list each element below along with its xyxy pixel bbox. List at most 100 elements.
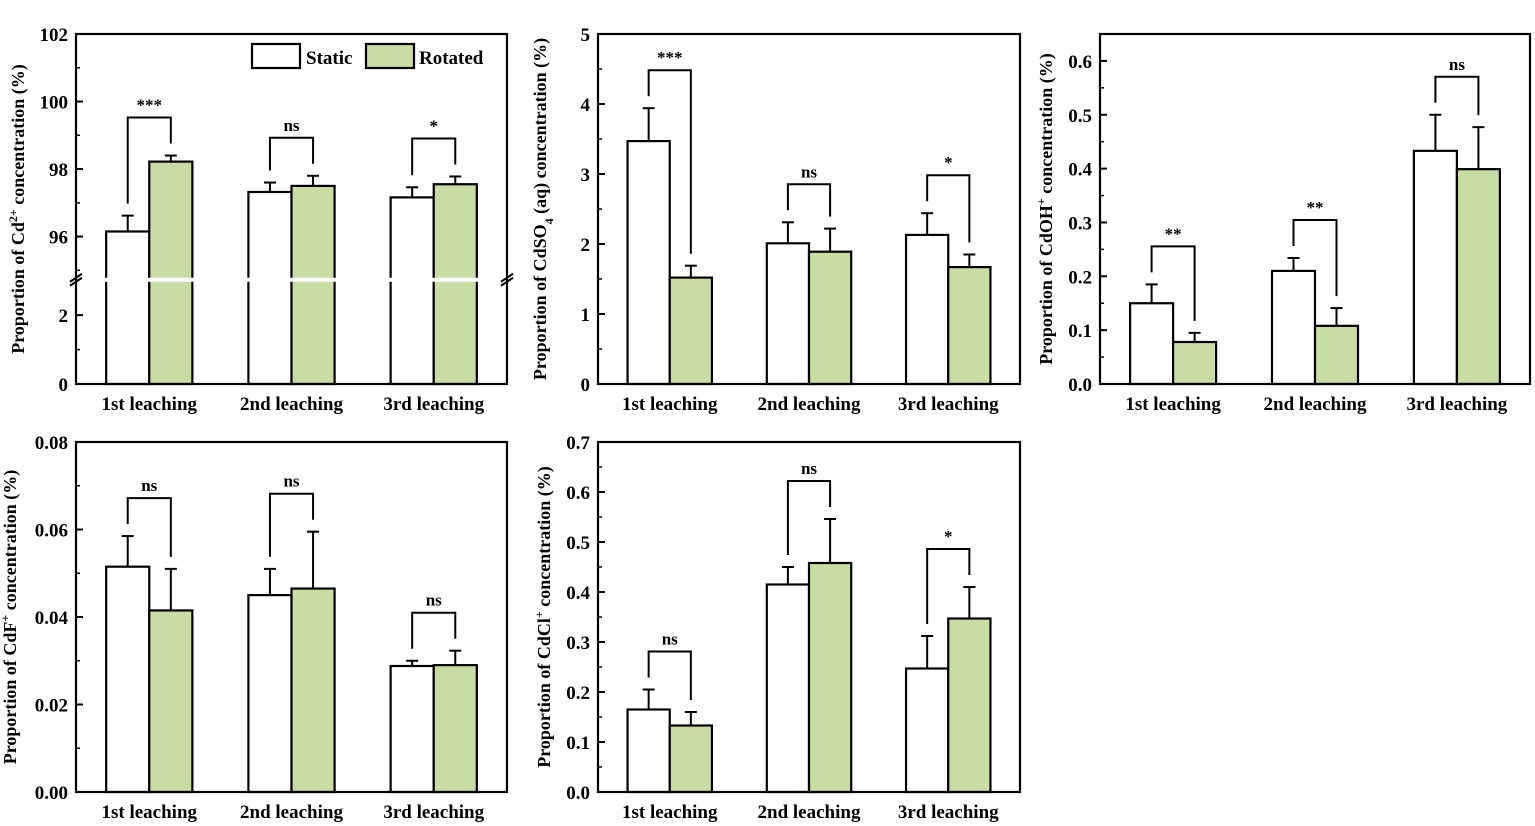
axis-break-gap (78, 277, 505, 282)
y-tick-label: 100 (40, 93, 69, 114)
significance-label: ns (1449, 55, 1465, 74)
y-axis-label-part: concentration (%) (0, 470, 21, 615)
rotated-bar (432, 183, 478, 386)
x-tick-label: 1st leaching (102, 394, 198, 415)
significance-label: ns (801, 459, 817, 478)
x-tick-label: 3rd leaching (1406, 394, 1507, 415)
significance-label: ns (662, 630, 678, 649)
significance-bracket (926, 174, 971, 243)
y-tick-label: 98 (49, 160, 68, 181)
significance-label: ** (1165, 224, 1182, 243)
static-bar (389, 196, 435, 386)
significance-label: * (944, 527, 953, 546)
significance-bracket (647, 650, 692, 700)
rotated-bar (947, 617, 992, 794)
x-tick-label: 3rd leaching (898, 802, 999, 823)
static-bar (1412, 149, 1459, 386)
significance-bracket (786, 183, 832, 217)
y-tick-label: 0.3 (566, 633, 590, 654)
y-tick-label: 5 (581, 25, 591, 46)
significance-bracket (268, 492, 315, 557)
y-tick-label: 0.1 (1068, 321, 1092, 342)
significance-label: ns (426, 591, 442, 610)
static-bar (1128, 302, 1175, 386)
y-axis-label-part: 2+ (6, 209, 20, 222)
significance-bracket (126, 497, 172, 557)
static-bar (247, 594, 293, 794)
rotated-bar (947, 266, 992, 386)
significance-bracket (647, 69, 692, 254)
y-tick-label: 4 (581, 95, 591, 116)
static-bar (1270, 269, 1317, 386)
y-axis-label-part: Proportion of CdSO (530, 224, 550, 380)
static-bar (904, 233, 950, 386)
y-axis-label: Proportion of CdOH+ concentration (%) (1034, 53, 1057, 364)
y-tick-label: 0.0 (566, 783, 590, 804)
rotated-bar (290, 587, 336, 794)
static-bar (626, 708, 671, 794)
rotated-bar (148, 160, 194, 386)
significance-label: * (944, 153, 953, 172)
y-tick-label: 2 (59, 306, 69, 327)
x-tick-label: 3rd leaching (383, 394, 484, 415)
y-tick-label: 0.1 (566, 733, 590, 754)
significance-bracket (1434, 75, 1480, 116)
static-bar (247, 190, 293, 386)
significance-bracket (268, 136, 315, 171)
chart-panel-2: *** ns * 0 1 2 3 4 5 1st leaching 2nd leaching 3rd … (530, 25, 1022, 415)
significance-label: ns (801, 162, 817, 181)
y-tick-label: 0.7 (566, 433, 590, 454)
significance-label: *** (137, 96, 163, 115)
y-tick-label: 0.08 (35, 433, 68, 454)
y-tick-label: 96 (49, 228, 68, 249)
y-tick-label: 1 (581, 305, 591, 326)
y-tick-label: 0.2 (566, 683, 590, 704)
rotated-bar (807, 250, 853, 386)
y-axis-label-part: + (532, 611, 546, 618)
y-axis-label-part: (aq) concentration (%) (530, 38, 551, 218)
y-tick-label: 0.0 (1068, 375, 1092, 396)
y-axis-label-part: Proportion of CdCl (534, 618, 554, 768)
significance-label: *** (657, 48, 683, 67)
x-tick-label: 2nd leaching (1264, 394, 1367, 415)
significance-label: ns (283, 116, 299, 135)
y-tick-label: 0.5 (1068, 106, 1092, 127)
significance-bracket (126, 116, 172, 204)
y-axis-label: Proportion of CdSO4 (aq) concentration (… (530, 38, 556, 380)
rotated-bar (432, 664, 478, 794)
rotated-bar (290, 184, 336, 386)
significance-label: ns (141, 476, 157, 495)
plot-frame (1098, 32, 1532, 386)
rotated-bar (807, 561, 853, 794)
significance-bracket (926, 548, 971, 624)
y-tick-label: 0.4 (566, 583, 590, 604)
y-tick-label: 0.3 (1068, 213, 1092, 234)
x-tick-label: 2nd leaching (758, 394, 861, 415)
significance-bracket (786, 480, 832, 555)
legend-swatch-static (250, 42, 302, 70)
x-tick-label: 1st leaching (622, 394, 718, 415)
significance-label: ns (283, 472, 299, 491)
x-tick-label: 1st leaching (1125, 394, 1221, 415)
significance-bracket (411, 611, 457, 649)
y-tick-label: 0.6 (1068, 52, 1092, 73)
rotated-bar (1313, 324, 1360, 386)
y-tick-label: 0.04 (35, 608, 69, 629)
y-tick-label: 2 (581, 235, 591, 256)
static-bar (765, 242, 811, 386)
static-bar (389, 664, 435, 794)
y-tick-label: 0.02 (35, 696, 68, 717)
y-axis-label: Proportion of CdF+ concentration (%) (0, 470, 21, 764)
static-bar (904, 667, 950, 794)
y-axis-label-part: + (1034, 198, 1048, 205)
y-tick-label: 0.5 (566, 533, 590, 554)
y-axis-label-part: concentration (%) (8, 64, 29, 209)
significance-label: ** (1307, 198, 1324, 217)
y-axis-label-part: 4 (542, 218, 556, 224)
static-bar (626, 140, 671, 386)
rotated-bar (1171, 340, 1218, 386)
rotated-bar (148, 609, 194, 794)
plot-frame (74, 32, 509, 386)
legend-swatch-rotated (364, 42, 416, 70)
significance-bracket (1292, 219, 1338, 297)
